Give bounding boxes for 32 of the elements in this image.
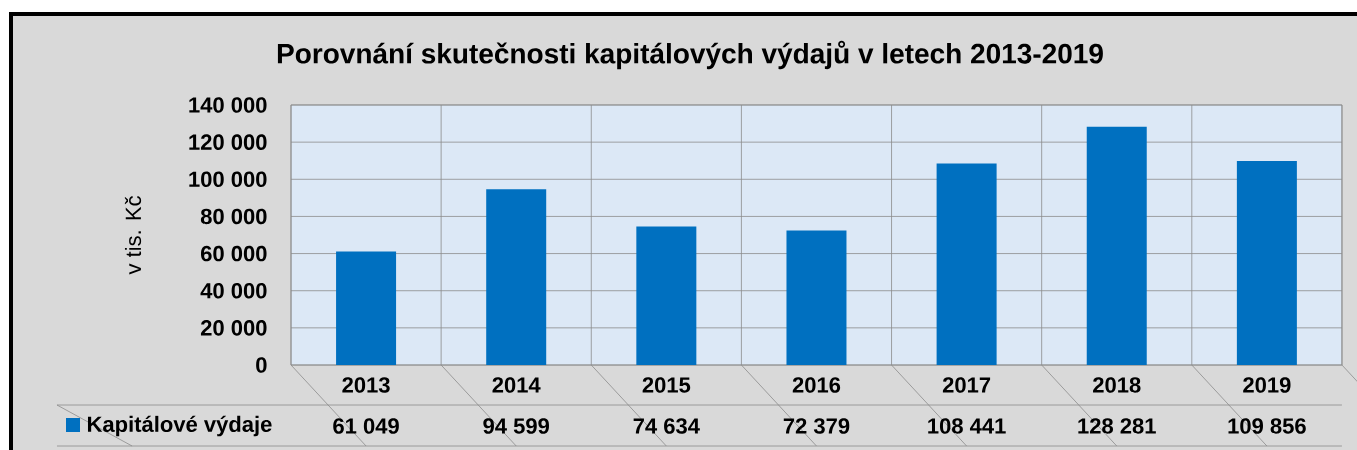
data-label: 74 634 — [633, 418, 700, 434]
y-tick-label: 80 000 — [200, 208, 267, 225]
data-label: 109 856 — [1228, 418, 1306, 434]
y-tick-label: 40 000 — [200, 282, 267, 299]
chart-title: Porovnání skutečnosti kapitálových výdajů v letech 2013-2019 — [277, 40, 1103, 70]
bar — [636, 226, 697, 365]
data-label: 94 599 — [483, 418, 549, 434]
bar — [936, 163, 997, 365]
bar — [786, 230, 847, 365]
data-label: 108 441 — [928, 418, 1006, 434]
bar — [1236, 160, 1297, 365]
y-tick-label: 140 000 — [189, 97, 267, 113]
y-axis-title: v tis. Kč — [124, 196, 142, 275]
y-tick-label: 20 000 — [200, 320, 267, 336]
x-tick-label: 2018 — [1093, 377, 1141, 393]
legend-label: Kapitálové výdaje — [87, 415, 272, 437]
x-tick-label: 2015 — [642, 377, 691, 393]
y-tick-label: 60 000 — [201, 245, 267, 262]
x-tick-label: 2016 — [792, 377, 841, 393]
y-tick-label: 0 — [256, 357, 267, 373]
data-label: 61 049 — [333, 418, 399, 434]
bar — [1086, 126, 1147, 365]
y-tick-label: 120 000 — [189, 134, 267, 150]
bar — [486, 189, 547, 365]
data-label: 72 379 — [783, 418, 850, 434]
x-tick-label: 2017 — [942, 377, 991, 393]
bar — [336, 251, 397, 365]
y-tick-label: 100 000 — [189, 171, 267, 188]
data-label: 128 281 — [1078, 418, 1156, 434]
x-tick-label: 2019 — [1243, 377, 1291, 393]
x-tick-label: 2013 — [342, 377, 390, 393]
x-tick-label: 2014 — [492, 377, 541, 393]
